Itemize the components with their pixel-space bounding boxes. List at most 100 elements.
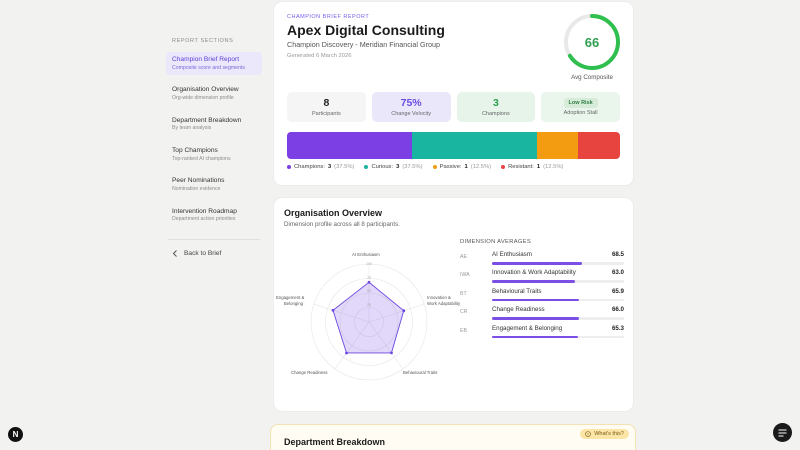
dimension-bar-track <box>492 298 624 302</box>
legend-count: 1 <box>464 164 468 170</box>
svg-text:?: ? <box>587 432 590 437</box>
sidebar-divider <box>168 238 260 240</box>
dimension-abbreviations: AE IWA BT CR EB <box>460 254 470 346</box>
legend-percent: (12.5%) <box>543 164 564 170</box>
radar-spoke <box>368 303 425 323</box>
dimension-row: Innovation & Work Adaptability 63.0 <box>492 269 624 287</box>
legend-name: Resistant: <box>508 164 534 170</box>
sidebar-item-subtitle: Nomination evidence <box>172 185 221 192</box>
chevron-left-icon <box>172 250 177 257</box>
radar-spoke <box>313 303 370 323</box>
radar-label-behavioural-traits: Behavioural Traits <box>403 370 438 375</box>
dimension-averages-heading: DIMENSION AVERAGES <box>460 239 532 245</box>
radar-point <box>402 309 406 313</box>
app-logo[interactable]: N <box>8 427 23 442</box>
stat-value: 3 <box>492 96 499 109</box>
stat-value: 75% <box>400 96 422 109</box>
legend-count: 3 <box>327 164 332 170</box>
generated-date: Generated 6 March 2026 <box>287 53 352 59</box>
company-name: Apex Digital Consulting <box>287 22 445 38</box>
stat-label: Adoption Stall <box>563 110 598 116</box>
dimension-bar-fill <box>492 298 579 302</box>
stat-participants: 8 Participants <box>287 92 366 122</box>
menu-fab-button[interactable] <box>773 423 792 442</box>
radar-label-ai-enthusiasm: AI Enthusiasm <box>352 252 380 257</box>
radar-tick: 75 <box>367 276 371 280</box>
sidebar-item-title: Intervention Roadmap <box>172 207 237 215</box>
legend-item-passive: Passive: 1 (12.5%) <box>432 164 492 170</box>
sidebar-item-top-champions[interactable]: Top Champions Top-ranked AI champions <box>166 143 262 166</box>
legend-name: Curious: <box>371 164 394 170</box>
sidebar-item-title: Peer Nominations <box>172 177 225 185</box>
dimension-score: 66.0 <box>611 306 624 314</box>
section-title: Organisation Overview <box>284 208 383 218</box>
sidebar-item-department-breakdown[interactable]: Department Breakdown By team analysis <box>166 113 262 136</box>
sidebar-item-organisation-overview[interactable]: Organisation Overview Org-wide dimension… <box>166 82 262 105</box>
dimension-abbr: EB <box>460 327 467 334</box>
report-subtitle: Champion Discovery - Meridian Financial … <box>287 40 440 49</box>
legend-percent: (12.5%) <box>470 164 492 170</box>
dimension-bar-fill <box>492 280 576 283</box>
sidebar-item-title: Champion Brief Report <box>172 56 240 63</box>
sidebar-item-subtitle: Composite score and segments <box>172 64 245 71</box>
dimension-row: Engagement & Belonging 65.3 <box>492 325 624 343</box>
question-icon: ? <box>585 431 592 437</box>
radar-spoke <box>334 321 370 370</box>
sidebar-item-peer-nominations[interactable]: Peer Nominations Nomination evidence <box>166 173 262 196</box>
segment-passive <box>536 132 579 159</box>
legend-name: Passive: <box>439 164 462 170</box>
stat-label: Participants <box>312 111 341 118</box>
dimension-bar-track <box>492 317 624 320</box>
radar-tick: 25 <box>367 303 371 307</box>
radar-polygon <box>332 281 405 354</box>
radar-point <box>331 308 335 312</box>
stat-label: Champions <box>481 111 510 118</box>
radar-label-engagement: Engagement & Belonging <box>276 295 305 306</box>
legend-dot <box>287 165 291 169</box>
back-link-label: Back to Brief <box>184 249 222 257</box>
champion-brief-card: CHAMPION BRIEF REPORT Apex Digital Consu… <box>274 2 633 185</box>
avg-composite-score: 66 <box>584 34 600 50</box>
legend-percent: (37.5%) <box>334 164 355 170</box>
segment-bar <box>287 132 620 159</box>
dimension-row: AI Enthusiasm 68.5 <box>492 251 624 269</box>
section-subtitle: Dimension profile across all 8 participa… <box>284 221 400 228</box>
sidebar-item-champion-brief[interactable]: Champion Brief Report Composite score an… <box>166 52 262 76</box>
sidebar-item-title: Top Champions <box>172 146 218 154</box>
back-to-brief-link[interactable]: Back to Brief <box>166 250 262 257</box>
radar-chart <box>310 263 428 381</box>
legend-dot <box>364 165 369 169</box>
legend-count: 1 <box>536 164 541 170</box>
dimension-name: Engagement & Belonging <box>492 324 563 332</box>
dimension-bar-fill <box>492 262 583 265</box>
sidebar-item-intervention-roadmap[interactable]: Intervention Roadmap Department action p… <box>166 204 262 227</box>
dimension-bar-fill <box>492 335 579 339</box>
radar-spoke <box>368 321 404 370</box>
whats-this-button[interactable]: ? What's this? <box>580 429 629 439</box>
report-sections-sidebar: REPORT SECTIONS Champion Brief Report Co… <box>166 38 262 257</box>
dimension-abbr: CR <box>460 309 468 316</box>
dimension-abbr: BT <box>460 290 467 297</box>
stat-change-velocity: 75% Change Velocity <box>371 92 451 122</box>
sidebar-item-subtitle: Department action priorities <box>172 216 236 223</box>
dimension-score: 65.3 <box>611 324 624 332</box>
stat-champions: 3 Champions <box>456 92 536 122</box>
sidebar-heading: REPORT SECTIONS <box>172 38 234 44</box>
sidebar-item-subtitle: By team analysis <box>172 125 212 132</box>
avg-composite-label: Avg Composite <box>571 74 613 81</box>
legend-item-champions: Champions: 3 (37.5%) <box>287 164 354 170</box>
legend-count: 3 <box>396 164 400 170</box>
dimension-bar-track <box>492 262 624 265</box>
dimension-bar-track <box>492 335 624 339</box>
stat-label: Change Velocity <box>391 111 431 118</box>
radar-tick: 50 <box>367 289 371 293</box>
sidebar-item-subtitle: Top-ranked AI champions <box>172 155 231 162</box>
radar-label-innovation: Innovation & Work Adaptability <box>427 295 461 306</box>
stat-row: 8 Participants 75% Change Velocity 3 Cha… <box>287 92 620 122</box>
stat-value: 8 <box>323 96 330 109</box>
segment-legend: Champions: 3 (37.5%) Curious: 3 (37.5%) Pass… <box>287 164 563 170</box>
dimension-averages-list: AI Enthusiasm 68.5 Innovation & Work Adapt… <box>492 251 624 343</box>
radar-tick: 100 <box>366 262 372 266</box>
dimension-name: AI Enthusiasm <box>492 251 532 258</box>
score-ring <box>564 14 620 70</box>
